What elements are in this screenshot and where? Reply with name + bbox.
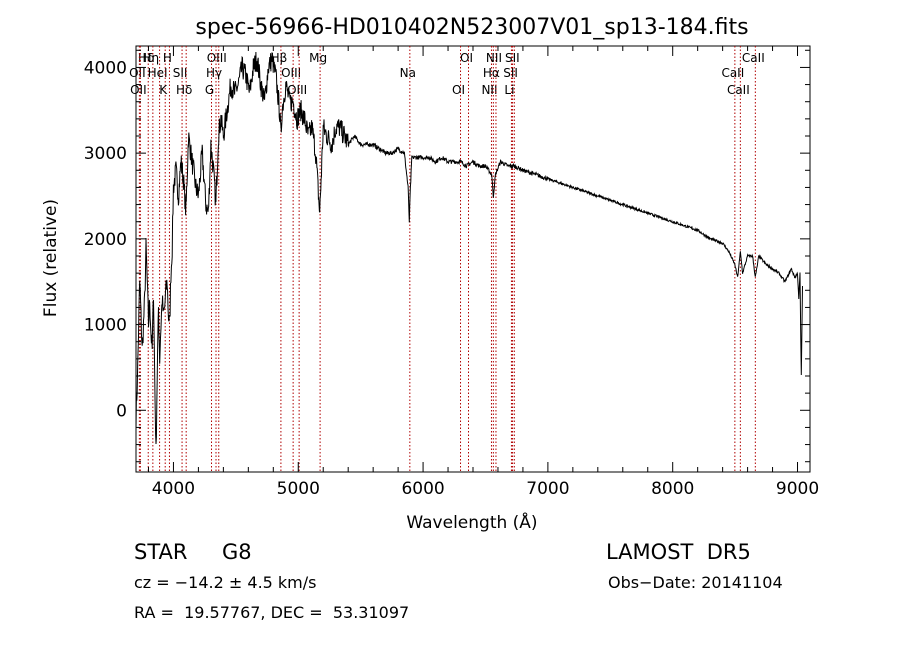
x-tick-label: 8000 [651,479,694,499]
survey-name: LAMOST DR5 [606,540,751,564]
x-tick-label: 9000 [776,479,819,499]
subclass: G8 [222,540,252,564]
spectral-line-label: Hη [143,51,160,65]
spectral-line-label: H [163,51,172,65]
y-tick-label: 1000 [84,316,127,336]
spectral-line-label: K [159,83,168,97]
y-axis-label: Flux (relative) [41,199,61,317]
plot-frame [135,45,811,473]
spectral-line-label: Hδ [138,51,154,65]
spectral-line-label: OIII [281,66,301,80]
y-tick-label: 2000 [84,230,127,250]
spectral-line-label: OIII [207,51,227,65]
spectral-line-label: Hδ [176,83,192,97]
x-tick-label: 5000 [277,479,320,499]
x-axis-label: Wavelength (Å) [406,511,537,533]
spectral-line-label: CaII [742,51,765,65]
x-tick-label: 6000 [401,479,444,499]
chart-title: spec-56966-HD010402N523007V01_sp13-184.f… [195,15,748,40]
spectral-line-label: OI [460,51,473,65]
plot-area: HδOIIOIIHηHeIKHSIIHδOIIIHγGHβOIIIOIIIMgN… [84,45,819,499]
spectral-line-label: G [205,83,214,97]
spectral-line-label: Hα [483,66,500,80]
spectral-line-label: Na [400,66,416,80]
spectral-line-label: Li [504,83,514,97]
y-tick-label: 0 [116,401,127,421]
redshift-velocity: cz = −14.2 ± 4.5 km/s [134,573,317,592]
spectral-line-label: SII [505,51,520,65]
spectral-line-label: OII [130,83,147,97]
spectrum-series-line [135,51,803,445]
spectral-line-label: SII [173,66,188,80]
spectral-line-label: OII [129,66,146,80]
spectral-line-label: HeI [148,66,168,80]
spectral-line-label: Mg [309,51,327,65]
spectral-line-label: SII [503,66,518,80]
coordinates: RA = 19.57767, DEC = 53.31097 [134,603,410,622]
spectral-line-label: OI [452,83,465,97]
spectral-line-label: NII [481,83,497,97]
spectral-line-label: Hγ [206,66,222,80]
spectral-line-label: CaII [727,83,750,97]
observation-date: Obs−Date: 20141104 [608,573,783,592]
spectral-line-label: CaII [721,66,744,80]
spectral-line-label: Hβ [271,51,288,65]
x-tick-label: 7000 [526,479,569,499]
y-tick-label: 3000 [84,144,127,164]
y-tick-label: 4000 [84,58,127,78]
spectral-line-label: OIII [287,83,307,97]
object-type: STAR [134,540,188,564]
spectral-line-label: NII [486,51,502,65]
x-tick-label: 4000 [152,479,195,499]
